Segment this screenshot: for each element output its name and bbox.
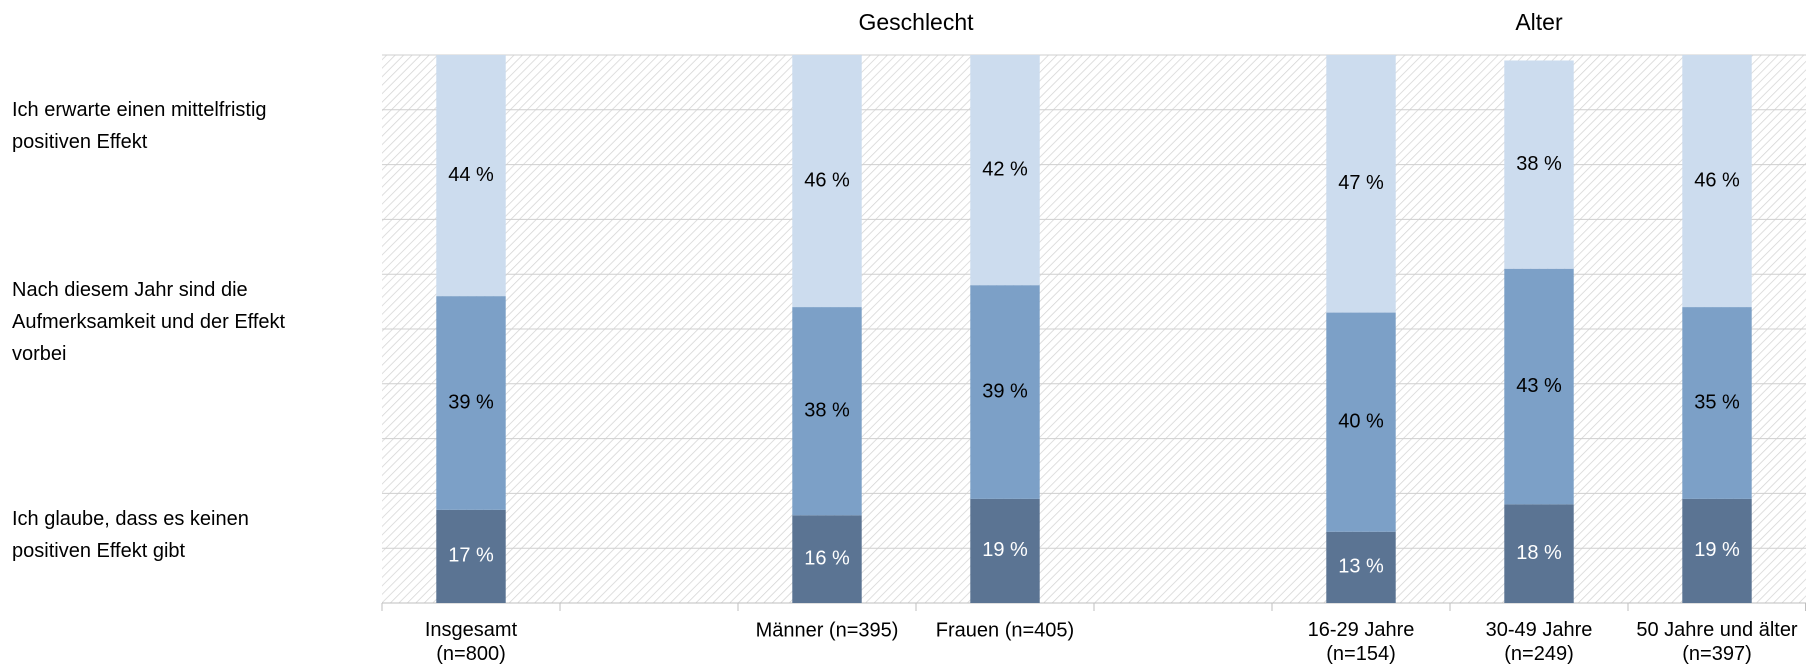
data-label: 47 % — [1338, 172, 1384, 194]
bar-segment — [1326, 531, 1396, 603]
bar-segment — [1504, 268, 1574, 505]
data-label: 18 % — [1516, 542, 1562, 564]
x-tick-label: 16-29 Jahre (n=154) — [1308, 619, 1415, 665]
data-label: 39 % — [448, 391, 494, 413]
data-label: 17 % — [448, 545, 494, 567]
data-label: 38 % — [804, 399, 850, 421]
bar-segment — [436, 55, 506, 297]
bar-segment — [436, 296, 506, 510]
data-label: 13 % — [1338, 556, 1384, 578]
group-label: Geschlecht — [858, 9, 974, 35]
bar-segment — [1326, 312, 1396, 532]
x-tick-label: Männer (n=395) — [756, 619, 899, 641]
bar-segment — [1682, 55, 1752, 308]
bar-segment — [792, 515, 862, 603]
x-tick-label: Insgesamt (n=800) — [425, 619, 518, 665]
bar-segment — [970, 285, 1040, 499]
x-tick-label: 50 Jahre und älter (n=397) — [1636, 619, 1798, 665]
data-label: 46 % — [804, 169, 850, 191]
data-label: 40 % — [1338, 410, 1384, 432]
bar-segment — [970, 498, 1040, 603]
legend-entry: Nach diesem Jahr sind die Aufmerksamkeit… — [12, 279, 286, 365]
x-tick-label: 30-49 Jahre (n=249) — [1486, 619, 1593, 665]
bar-segment — [792, 55, 862, 308]
data-label: 39 % — [982, 380, 1028, 402]
bar-segment — [970, 55, 1040, 286]
data-label: 38 % — [1516, 153, 1562, 175]
data-label: 19 % — [1694, 539, 1740, 561]
data-label: 35 % — [1694, 391, 1740, 413]
x-tick-label: Frauen (n=405) — [936, 619, 1074, 641]
bar-segment — [1682, 498, 1752, 603]
data-label: 42 % — [982, 158, 1028, 180]
bar-segment — [792, 307, 862, 516]
group-label: Alter — [1515, 9, 1563, 35]
data-label: 16 % — [804, 547, 850, 569]
bar-segment — [436, 509, 506, 603]
data-label: 46 % — [1694, 169, 1740, 191]
legend-entry: Ich glaube, dass es keinen positiven Eff… — [12, 508, 249, 562]
bar-segment — [1504, 504, 1574, 603]
bar-segment — [1326, 55, 1396, 313]
data-label: 44 % — [448, 164, 494, 186]
data-label: 19 % — [982, 539, 1028, 561]
data-label: 43 % — [1516, 375, 1562, 397]
legend-entry: Ich erwarte einen mittelfristig positive… — [12, 99, 267, 153]
bar-segment — [1682, 307, 1752, 499]
bar-segment — [1504, 60, 1574, 269]
